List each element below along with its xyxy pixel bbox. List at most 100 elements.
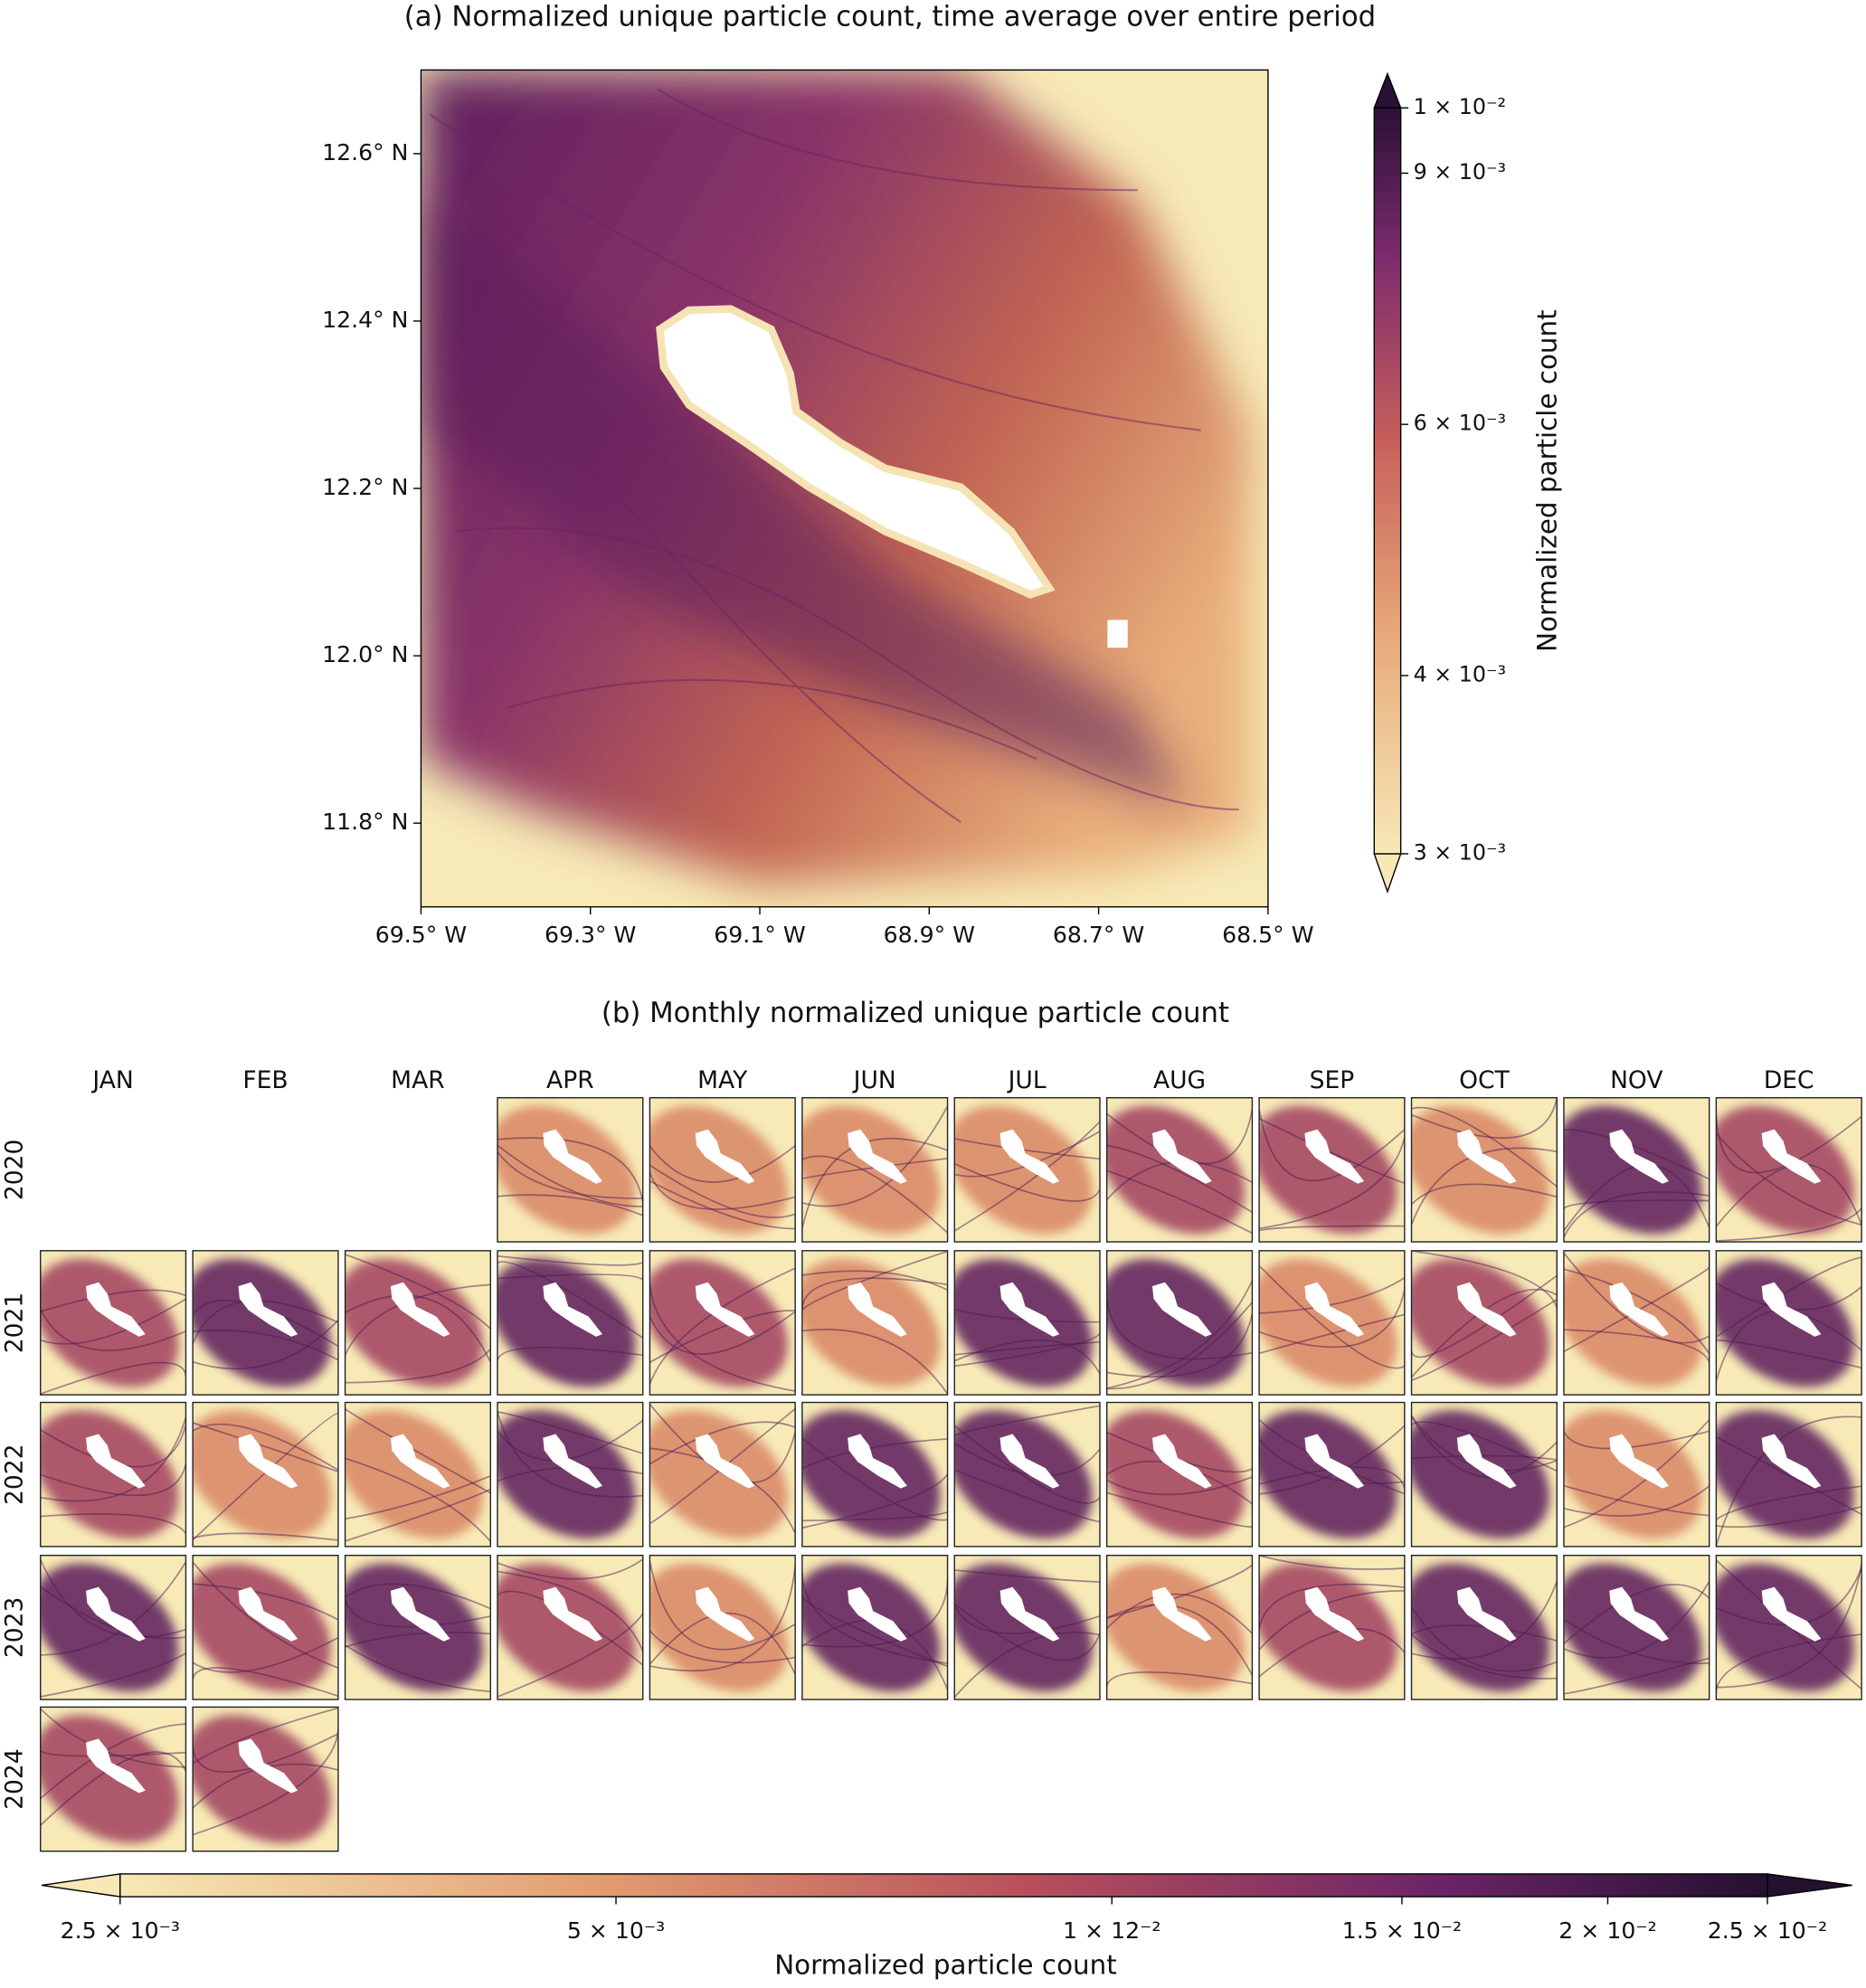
- thumb-streak: [954, 1569, 1100, 1583]
- x-tick-label: 68.5° W: [1222, 922, 1314, 948]
- thumb-streak: [40, 1751, 186, 1826]
- thumb-streak: [1411, 1421, 1558, 1472]
- thumb-streak: [1563, 1252, 1710, 1344]
- thumb-frame: [649, 1554, 796, 1700]
- thumb-streak: [1106, 1671, 1253, 1688]
- colorbar-extend: [42, 1873, 121, 1898]
- thumbnail: [1106, 1097, 1253, 1243]
- thumb-plume: [1716, 1563, 1855, 1692]
- colorbar-tick-label: 3 × 10⁻³: [1414, 839, 1506, 865]
- thumb-island: [999, 1129, 1060, 1184]
- thumb-streak: [801, 1105, 948, 1207]
- thumb-streak: [40, 1289, 186, 1312]
- thumb-plume: [497, 1258, 636, 1387]
- thumbnail: [801, 1402, 948, 1547]
- thumb-streak: [40, 1463, 186, 1497]
- month-label: JAN: [90, 1066, 133, 1094]
- thumb-frame: [1410, 1097, 1558, 1243]
- colorbar-tick-label: 5 × 10⁻³: [567, 1917, 665, 1944]
- thumb-island: [1609, 1434, 1669, 1489]
- thumb-frame: [1410, 1554, 1558, 1700]
- thumb-streak: [193, 1729, 338, 1836]
- thumbnail: [1563, 1097, 1710, 1243]
- thumb-streak: [1259, 1277, 1405, 1314]
- y-tick-label: 11.8° N: [322, 809, 408, 835]
- thumb-plume: [193, 1563, 331, 1692]
- thumb-frame: [1105, 1097, 1254, 1243]
- thumb-streak: [1411, 1298, 1558, 1381]
- thumb-island: [848, 1586, 907, 1642]
- thumb-streak: [497, 1144, 643, 1207]
- thumb-island: [86, 1282, 146, 1337]
- thumb-streak: [40, 1361, 186, 1396]
- thumb-streak: [1716, 1282, 1862, 1311]
- colorbar-tick-label: 1.5 × 10⁻²: [1342, 1917, 1462, 1944]
- thumb-island: [1761, 1282, 1822, 1337]
- thumb-frame: [40, 1706, 187, 1852]
- thumb-plume: [1563, 1563, 1702, 1692]
- thumb-streak: [1563, 1484, 1710, 1517]
- thumb-streak: [1259, 1583, 1405, 1631]
- thumb-streak: [1716, 1207, 1862, 1242]
- thumb-frame: [497, 1250, 644, 1396]
- thumb-island: [1152, 1129, 1212, 1184]
- month-label: OCT: [1459, 1066, 1510, 1094]
- thumb-streak: [193, 1532, 338, 1541]
- x-tick-label: 68.9° W: [884, 922, 976, 948]
- thumb-frame: [649, 1097, 796, 1243]
- thumb-streak: [40, 1416, 186, 1502]
- thumb-plume: [1259, 1410, 1397, 1539]
- thumb-streak: [40, 1558, 186, 1638]
- thumbnail: [497, 1555, 643, 1700]
- thumb-frame: [1258, 1401, 1406, 1548]
- thumbnail: [954, 1097, 1100, 1243]
- colorbar-tick-label: 6 × 10⁻³: [1414, 411, 1506, 436]
- thumb-streak: [649, 1144, 796, 1183]
- thumbnail: [1411, 1402, 1558, 1547]
- thumb-streak: [193, 1320, 338, 1370]
- y-tick-label: 12.2° N: [322, 474, 408, 500]
- thumb-frame: [1105, 1250, 1254, 1396]
- thumb-frame: [1258, 1250, 1406, 1396]
- thumb-streak: [40, 1723, 186, 1800]
- thumb-streak: [193, 1636, 338, 1673]
- thumb-streak: [1716, 1113, 1862, 1174]
- thumb-plume: [801, 1258, 941, 1387]
- thumb-streak: [649, 1630, 796, 1664]
- panel-title: (b) Monthly normalized unique particle c…: [601, 997, 1229, 1029]
- thumb-streak: [954, 1603, 1100, 1661]
- thumb-plume: [954, 1258, 1093, 1387]
- x-tick-label: 68.7° W: [1053, 922, 1145, 948]
- thumb-streak: [954, 1340, 1100, 1356]
- x-tick-label: 69.3° W: [545, 922, 637, 948]
- thumb-streak: [954, 1469, 1100, 1523]
- thumb-frame: [344, 1401, 492, 1548]
- thumb-streak: [954, 1162, 1100, 1202]
- month-label: AUG: [1153, 1066, 1206, 1094]
- thumb-streak: [649, 1164, 796, 1218]
- thumb-plume: [497, 1410, 636, 1539]
- thumb-streak: [649, 1566, 796, 1672]
- thumbnail: [954, 1402, 1100, 1547]
- thumb-frame: [1715, 1554, 1862, 1700]
- thumbnail: [1563, 1555, 1710, 1700]
- month-label: JUN: [852, 1066, 896, 1094]
- thumb-streak: [497, 1411, 643, 1498]
- thumb-frame: [953, 1097, 1101, 1243]
- thumb-frame: [192, 1706, 339, 1852]
- thumb-island: [848, 1129, 907, 1184]
- thumb-streak: [649, 1311, 796, 1355]
- year-label: 2022: [0, 1444, 28, 1505]
- thumb-island: [1456, 1129, 1517, 1184]
- thumbnail: [40, 1707, 186, 1851]
- thumb-streak: [649, 1612, 796, 1675]
- colorbar-extend: [1373, 71, 1402, 109]
- thumb-island: [695, 1434, 755, 1489]
- thumb-streak: [193, 1561, 338, 1669]
- thumb-island: [390, 1282, 450, 1337]
- thumb-streak: [1411, 1183, 1558, 1206]
- y-tick-label: 12.6° N: [322, 139, 408, 166]
- thumb-island: [543, 1129, 603, 1184]
- thumb-frame: [953, 1401, 1101, 1548]
